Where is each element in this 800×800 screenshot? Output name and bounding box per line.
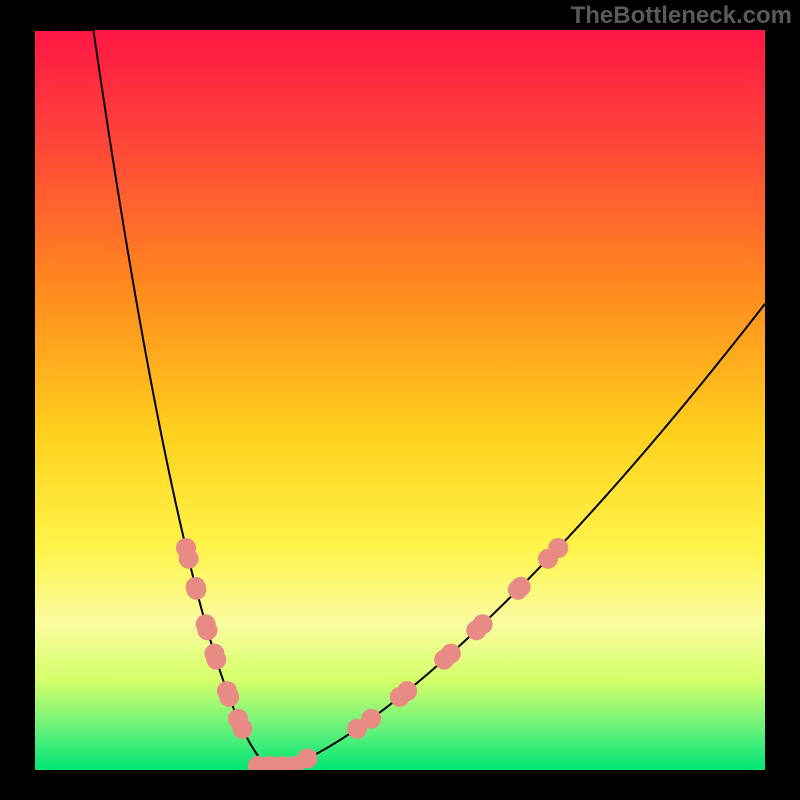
curve-dot xyxy=(434,650,454,670)
curve-dot xyxy=(538,549,558,569)
curve-dot xyxy=(186,580,206,600)
curve-dot xyxy=(232,719,252,739)
curve-dot xyxy=(508,580,528,600)
watermark-text: TheBottleneck.com xyxy=(571,2,792,30)
curve-dot xyxy=(390,687,410,707)
plot-background xyxy=(35,30,765,770)
bottleneck-chart xyxy=(0,0,800,800)
curve-dot xyxy=(466,620,486,640)
curve-dot xyxy=(197,620,217,640)
curve-dot xyxy=(179,549,199,569)
curve-dot xyxy=(219,687,239,707)
curve-dot xyxy=(206,650,226,670)
curve-dot xyxy=(347,719,367,739)
curve-dot xyxy=(284,756,304,776)
chart-frame: TheBottleneck.com xyxy=(0,0,800,800)
